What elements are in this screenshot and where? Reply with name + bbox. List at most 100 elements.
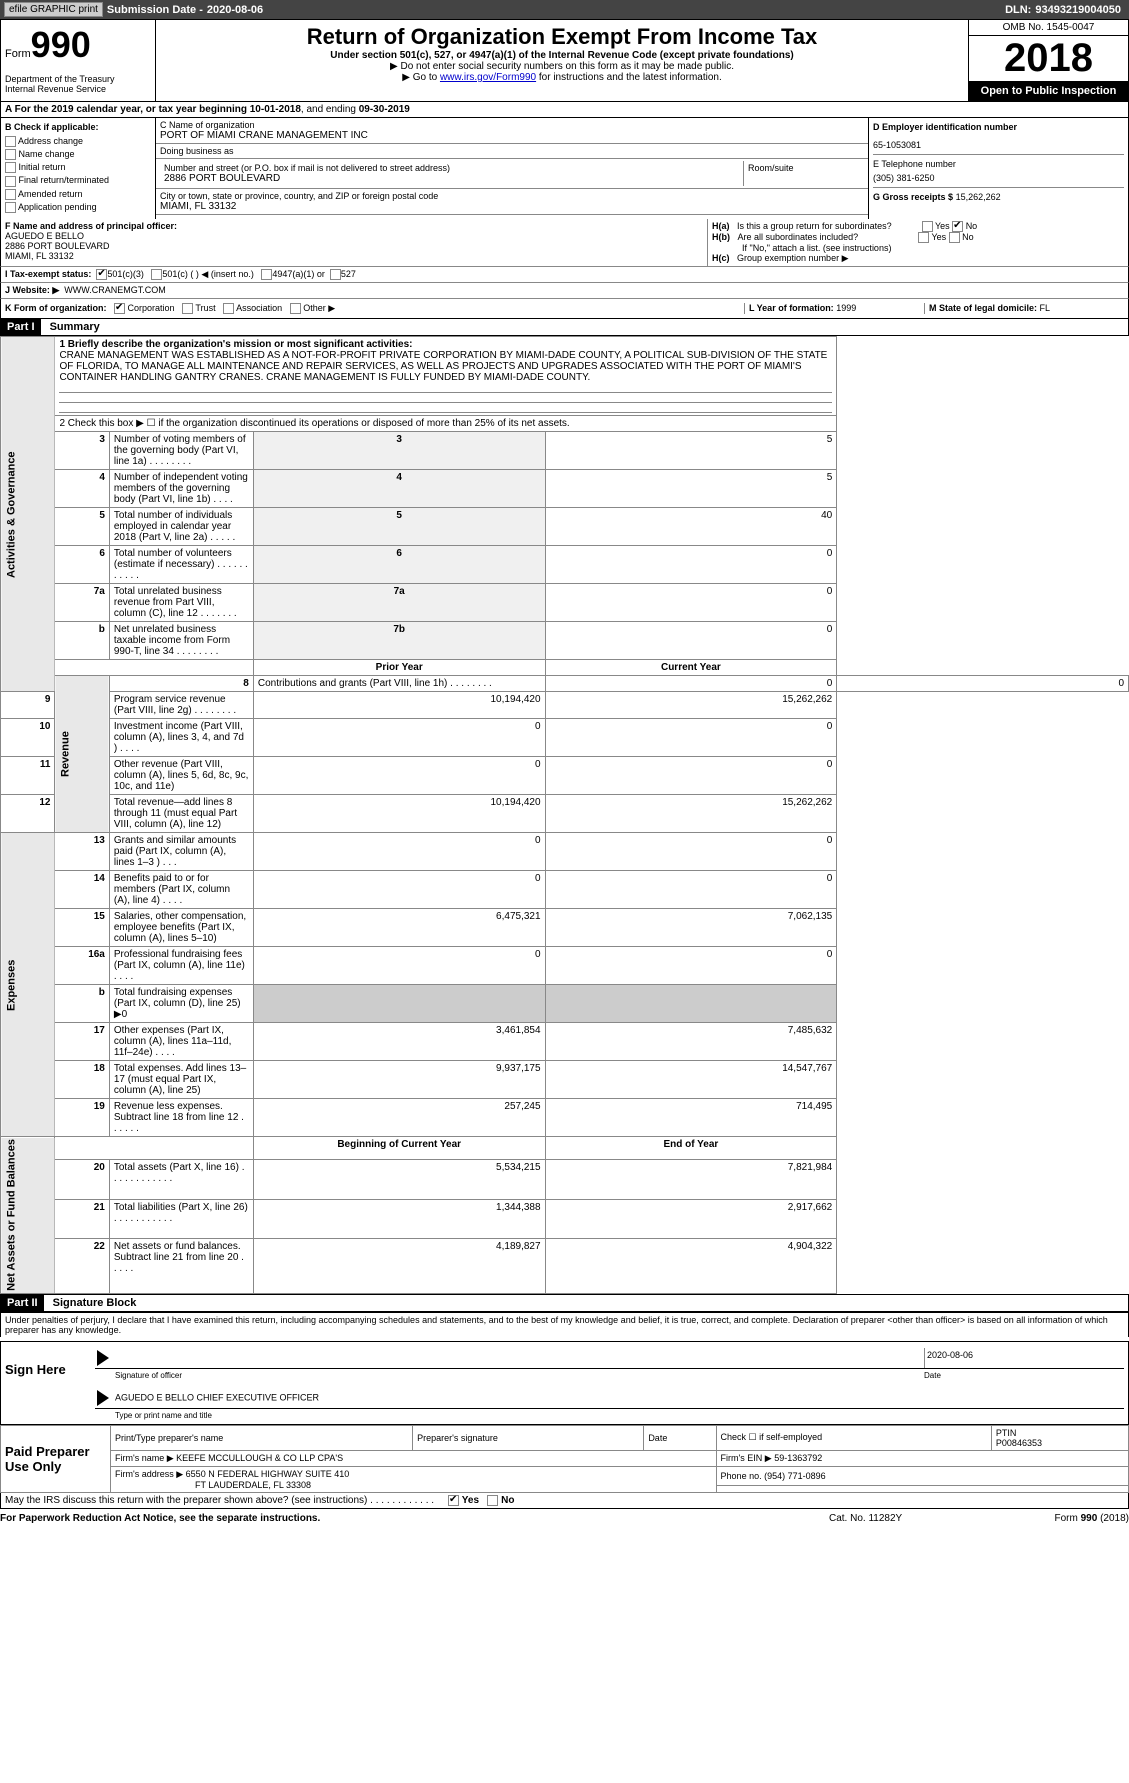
table-row: 18Total expenses. Add lines 13–17 (must … [1,1061,1129,1099]
form-title: Return of Organization Exempt From Incom… [160,24,964,50]
table-row: 7aTotal unrelated business revenue from … [1,584,1129,622]
row-klm: K Form of organization: Corporation Trus… [0,299,1129,319]
table-row: 11Other revenue (Part VIII, column (A), … [1,757,1129,795]
part1-header: Part I [1,319,41,335]
sign-here-label: Sign Here [1,1342,91,1424]
chk-trust[interactable] [182,303,193,314]
chk-assoc[interactable] [223,303,234,314]
col-prior-year: Prior Year [253,660,545,676]
efile-btn[interactable]: efile GRAPHIC print [4,2,103,17]
side-netassets: Net Assets or Fund Balances [1,1137,55,1294]
row-i: I Tax-exempt status: 501(c)(3) 501(c) ( … [0,267,1129,283]
chk-application-pending[interactable]: Application pending [5,202,151,213]
checkbox-column-b: B Check if applicable: Address change Na… [1,118,156,219]
mission-cell: 1 Briefly describe the organization's mi… [55,337,837,416]
form-number: 990 [31,24,91,65]
firm-name: KEEFE MCCULLOUGH & CO LLP CPA'S [176,1453,343,1463]
city-row: City or town, state or province, country… [156,189,868,215]
form-note2: ▶ Go to www.irs.gov/Form990 for instruct… [160,72,964,83]
block-bc: B Check if applicable: Address change Na… [0,118,1129,219]
col-eoy: End of Year [545,1137,837,1160]
discuss-row: May the IRS discuss this return with the… [0,1493,1129,1509]
part2-header: Part II [1,1295,44,1311]
table-row: 3Number of voting members of the governi… [1,432,1129,470]
chk-discuss-yes[interactable] [448,1495,459,1506]
form-subtitle: Under section 501(c), 527, or 4947(a)(1)… [160,50,964,61]
firm-ein: 59-1363792 [774,1453,822,1463]
address-row: Number and street (or P.O. box if mail i… [156,159,868,189]
preparer-table: Paid Preparer Use Only Print/Type prepar… [0,1425,1129,1493]
officer-name: AGUEDO E BELLO [5,231,703,241]
chk-4947[interactable] [261,269,272,280]
col-bcy: Beginning of Current Year [253,1137,545,1160]
form990-link[interactable]: www.irs.gov/Form990 [440,72,536,83]
table-row: 22Net assets or fund balances. Subtract … [1,1238,1129,1293]
table-row: 15Salaries, other compensation, employee… [1,909,1129,947]
chk-other[interactable] [290,303,301,314]
city-state-zip: MIAMI, FL 33132 [160,201,864,212]
footer-right: Form 990 (2018) [979,1513,1129,1524]
part1-bar: Part I Summary [0,319,1129,336]
line2: 2 Check this box ▶ ☐ if the organization… [55,416,837,432]
part2-title: Signature Block [47,1295,143,1311]
page-footer: For Paperwork Reduction Act Notice, see … [0,1509,1129,1528]
chk-discuss-no[interactable] [487,1495,498,1506]
table-row: 14Benefits paid to or for members (Part … [1,871,1129,909]
ein-value: 65-1053081 [873,140,1124,150]
subdate-value: 2020-08-06 [207,4,263,16]
table-row: 10Investment income (Part VIII, column (… [1,719,1129,757]
chk-ha-yes[interactable] [922,221,933,232]
table-row: 12Total revenue—add lines 8 through 11 (… [1,795,1129,833]
signature-arrow-icon [97,1390,109,1406]
chk-name-change[interactable]: Name change [5,149,151,160]
ptin-value: P00846353 [996,1438,1042,1448]
sign-date: 2020-08-06 [924,1348,1124,1368]
org-name: PORT OF MIAMI CRANE MANAGEMENT INC [160,130,864,141]
org-name-row: C Name of organization PORT OF MIAMI CRA… [156,118,868,144]
signature-arrow-icon [97,1350,109,1366]
table-row: 20Total assets (Part X, line 16) . . . .… [1,1160,1129,1199]
chk-corp[interactable] [114,303,125,314]
officer-signature-name: AGUEDO E BELLO CHIEF EXECUTIVE OFFICER [115,1392,319,1402]
chk-501c[interactable] [151,269,162,280]
open-inspection: Open to Public Inspection [969,81,1128,101]
table-row: 9Program service revenue (Part VIII, lin… [1,692,1129,719]
telephone-value: (305) 381-6250 [873,173,1124,183]
tax-year: 2018 [969,36,1128,81]
summary-table: Activities & Governance 1 Briefly descri… [0,336,1129,1294]
paid-preparer-label: Paid Preparer Use Only [1,1425,111,1492]
side-revenue: Revenue [55,676,109,833]
sign-here-block: Sign Here 2020-08-06 Signature of office… [0,1341,1129,1425]
firm-address2: FT LAUDERDALE, FL 33308 [115,1480,311,1490]
table-row: bNet unrelated business taxable income f… [1,622,1129,660]
part2-bar: Part II Signature Block [0,1294,1129,1312]
table-row: 5Total number of individuals employed in… [1,508,1129,546]
dept-text: Department of the Treasury Internal Reve… [5,74,151,94]
form-header: Form990 Department of the Treasury Inter… [0,19,1129,102]
top-bar: efile GRAPHIC print Submission Date - 20… [0,0,1129,19]
chk-hb-yes[interactable] [918,232,929,243]
chk-ha-no[interactable] [952,221,963,232]
table-row: 21Total liabilities (Part X, line 26) . … [1,1199,1129,1238]
dln-label: DLN: [1005,4,1031,16]
side-ag: Activities & Governance [1,337,55,692]
chk-hb-no[interactable] [949,232,960,243]
omb-number: OMB No. 1545-0047 [969,20,1128,36]
chk-address-change[interactable]: Address change [5,136,151,147]
year-formation: 1999 [836,303,856,313]
chk-amended-return[interactable]: Amended return [5,189,151,200]
row-fh: F Name and address of principal officer:… [0,219,1129,267]
chk-final-return[interactable]: Final return/terminated [5,175,151,186]
table-row: bTotal fundraising expenses (Part IX, co… [1,985,1129,1023]
table-row: 17Other expenses (Part IX, column (A), l… [1,1023,1129,1061]
column-d: D Employer identification number 65-1053… [868,118,1128,219]
chk-501c3[interactable] [96,269,107,280]
part1-title: Summary [44,319,106,335]
col-current-year: Current Year [545,660,837,676]
chk-initial-return[interactable]: Initial return [5,162,151,173]
table-row: 16aProfessional fundraising fees (Part I… [1,947,1129,985]
chk-527[interactable] [330,269,341,280]
row-j: J Website: ▶ WWW.CRANEMGT.COM [0,283,1129,299]
gross-receipts: 15,262,262 [956,192,1001,202]
footer-cat: Cat. No. 11282Y [829,1513,979,1524]
